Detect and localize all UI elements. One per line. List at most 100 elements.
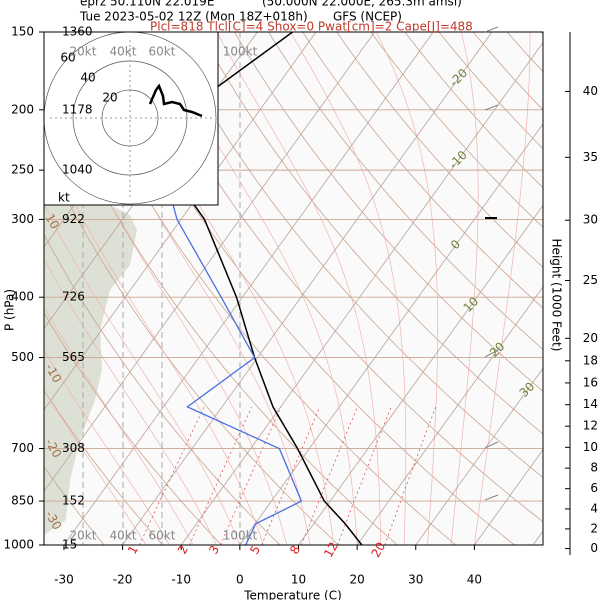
y2-tick-label: 25	[583, 273, 598, 287]
height-label: 1040	[62, 163, 93, 177]
moist-adiabat	[44, 306, 194, 545]
isotherm-grid-line	[239, 123, 543, 545]
wind-scale-label: 60kt	[149, 529, 176, 543]
isotherm-grid-line	[122, 32, 493, 545]
y2-tick-label: 0	[590, 541, 598, 555]
mixing-ratio-label: 20	[368, 540, 388, 560]
moist-adiabat	[44, 257, 217, 545]
wind-barbs	[484, 26, 499, 501]
dry-adiabat	[63, 32, 457, 545]
dry-adiabat	[44, 466, 105, 545]
y2-tick-label: 18	[583, 353, 598, 367]
moist-adiabat	[474, 32, 531, 545]
dry-adiabat	[302, 32, 543, 309]
height-label: 565	[62, 350, 85, 364]
dry-adiabat	[268, 32, 543, 350]
isotherm	[44, 32, 317, 411]
y2-tick-label: 30	[583, 213, 598, 227]
mixing-ratio-line	[384, 406, 437, 545]
x-tick-label: -30	[54, 573, 74, 587]
mixing-ratio-line	[301, 406, 358, 545]
y2-tick-label: 4	[590, 501, 598, 515]
dry-adiabat	[370, 32, 543, 228]
moist-adiabat	[44, 140, 264, 545]
hodograph-trace	[148, 83, 203, 118]
y2-tick-label: 40	[583, 84, 598, 98]
height-label: 1178	[62, 102, 93, 116]
hodograph-ring-label: 20	[102, 91, 117, 105]
y2-tick-label: 2	[590, 521, 598, 535]
moist-adiabat	[216, 32, 381, 545]
moist-adiabat	[44, 203, 241, 545]
y-tick-label: 850	[11, 494, 34, 508]
plot-frame	[43, 31, 544, 546]
wind-scale-label: 100kt	[223, 45, 258, 59]
dry-adiabat	[336, 32, 543, 268]
height-label: 152	[62, 494, 85, 508]
y2-tick-label: 20	[583, 331, 598, 345]
x-axis-label: Temperature (C)	[243, 589, 342, 600]
y-tick-label: 250	[11, 163, 34, 177]
mixing-ratio-line	[261, 406, 321, 545]
wind-scale-label: 60kt	[149, 45, 176, 59]
x-tick-label: -20	[113, 573, 133, 587]
hodograph: 20 40 60 kt	[43, 31, 219, 206]
dry-adiabat	[200, 32, 543, 435]
height-label: 726	[62, 290, 85, 304]
indices: Plcl=818 Tlcl[C]=4 Shox=0 Pwat[cm]=2 Cap…	[150, 20, 473, 34]
mixing-ratio-line	[220, 406, 282, 545]
isotherm-grid-line	[63, 32, 434, 545]
moist-adiabat	[156, 32, 358, 545]
x-tick-label: 30	[408, 573, 423, 587]
hodograph-unit: kt	[58, 191, 70, 205]
wind-scale-label: 20kt	[70, 529, 97, 543]
y-tick-label: 150	[11, 25, 34, 39]
isotherm-grid-line	[298, 204, 543, 545]
moist-adiabat	[107, 32, 335, 545]
hodograph-ring-label: 60	[60, 51, 75, 65]
y-tick-label: 700	[11, 441, 34, 455]
x-tick-label: -10	[171, 573, 191, 587]
y-tick-label: 400	[11, 290, 34, 304]
location: (50.000N 22.000E, 265.3m amsl)	[262, 0, 462, 9]
wind-barb	[484, 494, 499, 501]
wind-scale-label: 40kt	[110, 45, 137, 59]
y-tick-label: 300	[11, 212, 34, 226]
y2-tick-label: 8	[590, 461, 598, 475]
y2-tick-label: 14	[583, 397, 598, 411]
wind-barb	[484, 349, 499, 358]
isotherm-grid-line	[474, 449, 543, 545]
wind-scale-label: 100kt	[223, 529, 258, 543]
hodograph-ring-label: 40	[80, 71, 95, 85]
isotherm-grid-line	[415, 367, 543, 545]
height-label: 308	[62, 441, 85, 455]
moist-adiabat	[44, 63, 288, 545]
x-tick-label: 20	[349, 573, 364, 587]
wind-scale-label: 20kt	[70, 45, 97, 59]
y-axis-label: P (hPa)	[3, 289, 17, 331]
dry-adiabat	[131, 32, 543, 523]
moist-adiabat	[66, 32, 311, 545]
y2-tick-label: 6	[590, 481, 598, 495]
wind-barb	[484, 104, 499, 111]
x-tick-label: 0	[236, 573, 244, 587]
y2-tick-label: 10	[583, 440, 598, 454]
model: GFS (NCEP)	[333, 10, 402, 24]
moist-adiabat	[450, 32, 479, 545]
moist-adiabat	[290, 32, 407, 545]
moist-adiabat	[44, 389, 147, 545]
terrain-shading	[44, 205, 137, 535]
mixing-ratio-line	[139, 406, 205, 545]
height-label: 15	[62, 538, 77, 552]
title: Tue 2023-05-02 12Z (Mon 18Z+018h)	[79, 10, 308, 24]
y-tick-label: 500	[11, 350, 34, 364]
height-label: 922	[62, 212, 85, 226]
dry-adiabat	[165, 32, 543, 478]
moist-adiabat	[376, 32, 439, 545]
wind-scale-label: 40kt	[110, 529, 137, 543]
isotherm-grid-line	[356, 286, 543, 545]
title: eprz 50.110N 22.019E	[80, 0, 214, 9]
y2-tick-label: 12	[583, 419, 598, 433]
